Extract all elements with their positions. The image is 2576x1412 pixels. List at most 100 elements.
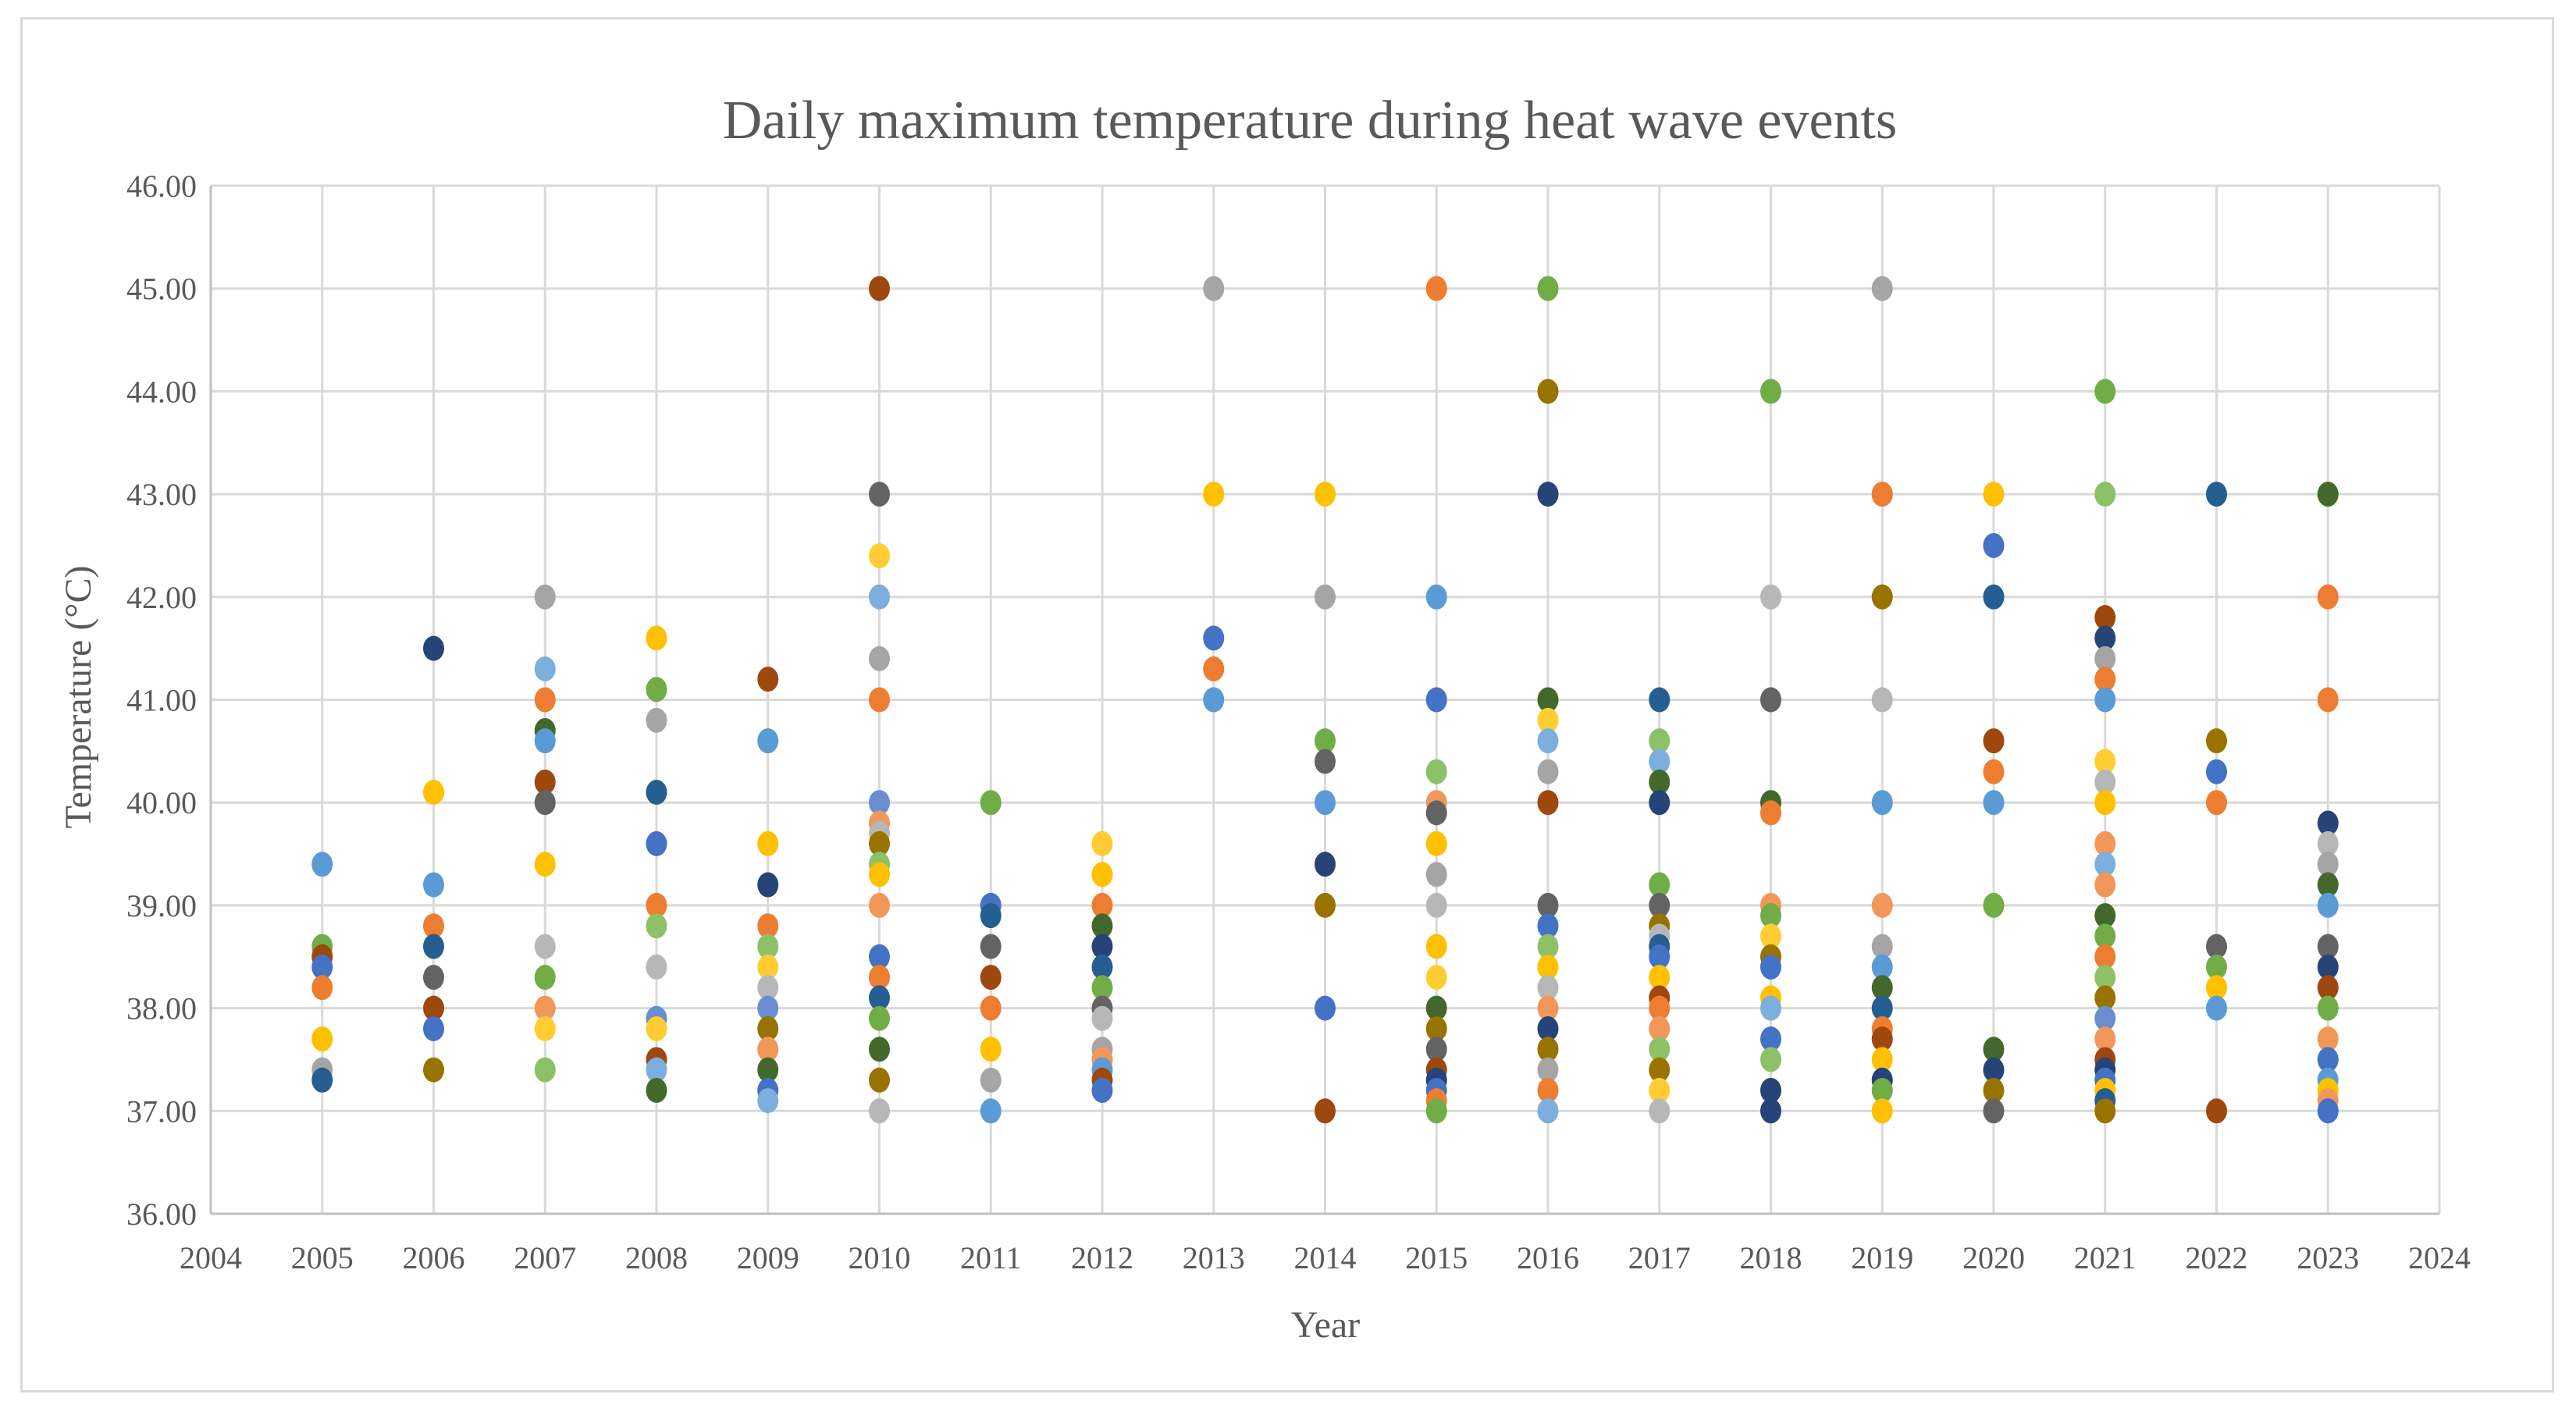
data-point — [2317, 872, 2339, 898]
data-point — [1425, 1037, 1447, 1062]
data-point — [1983, 1037, 2005, 1062]
data-point — [1537, 975, 1559, 1001]
data-point — [1983, 1057, 2005, 1083]
x-tick-label: 2021 — [2074, 1240, 2137, 1275]
data-point — [534, 965, 556, 991]
data-point — [869, 482, 890, 507]
data-point — [757, 1057, 779, 1083]
data-point — [1983, 790, 2005, 816]
data-point — [2094, 965, 2116, 991]
data-point — [757, 872, 779, 898]
data-point — [2317, 934, 2339, 959]
x-tick-label: 2007 — [514, 1240, 576, 1275]
data-point — [2094, 1098, 2116, 1124]
data-point — [534, 656, 556, 681]
x-tick-label: 2005 — [291, 1240, 354, 1275]
data-point — [1537, 1015, 1559, 1041]
data-point — [423, 780, 444, 806]
data-point — [980, 995, 1002, 1021]
data-point — [2317, 687, 2339, 713]
data-point — [2206, 995, 2227, 1021]
data-point — [1203, 656, 1225, 681]
data-point — [2094, 830, 2116, 856]
data-point — [2094, 646, 2116, 671]
data-point — [980, 1067, 1002, 1093]
data-point — [534, 769, 556, 795]
data-point — [1315, 995, 1336, 1021]
y-tick-label: 44.00 — [126, 374, 197, 409]
data-point — [1091, 862, 1113, 887]
data-point — [980, 934, 1002, 959]
data-point — [2094, 687, 2116, 713]
data-point — [869, 892, 890, 918]
y-tick-label: 40.00 — [126, 785, 197, 820]
x-tick-label: 2014 — [1294, 1240, 1357, 1275]
x-tick-label: 2018 — [1740, 1240, 1802, 1275]
y-tick-label: 38.00 — [126, 991, 197, 1026]
data-point — [1760, 687, 1781, 713]
x-tick-label: 2009 — [737, 1240, 799, 1275]
data-point — [534, 1057, 556, 1083]
x-tick-label: 2008 — [625, 1240, 688, 1275]
data-point — [869, 965, 890, 991]
data-point — [1983, 728, 2005, 754]
data-point — [2206, 975, 2227, 1001]
data-point — [2317, 892, 2339, 918]
data-point — [646, 1057, 667, 1083]
data-point — [1983, 1077, 2005, 1103]
data-point — [1871, 1098, 1893, 1124]
data-point — [2317, 852, 2339, 877]
data-point — [2206, 728, 2227, 754]
data-point — [1315, 728, 1336, 754]
data-point — [534, 934, 556, 959]
data-point — [1315, 482, 1336, 507]
data-point — [757, 934, 779, 959]
y-tick-label: 37.00 — [126, 1094, 197, 1129]
data-point — [2317, 954, 2339, 980]
data-point — [2317, 995, 2339, 1021]
x-tick-label: 2024 — [2408, 1240, 2471, 1275]
x-tick-label: 2016 — [1517, 1240, 1579, 1275]
data-point — [534, 995, 556, 1021]
data-point — [1091, 830, 1113, 856]
data-point — [1537, 687, 1559, 713]
data-point — [534, 728, 556, 754]
data-point — [2317, 975, 2339, 1001]
data-point — [1983, 892, 2005, 918]
x-tick-label: 2010 — [849, 1240, 911, 1275]
data-point — [757, 830, 779, 856]
data-point — [2206, 934, 2227, 959]
data-point — [1315, 852, 1336, 877]
data-point — [869, 862, 890, 887]
data-point — [1649, 1098, 1670, 1124]
data-point — [1425, 1098, 1447, 1124]
data-point — [1537, 1098, 1559, 1124]
data-point — [1425, 687, 1447, 713]
data-point — [869, 944, 890, 969]
data-point — [1649, 1037, 1670, 1062]
x-tick-label: 2011 — [960, 1240, 1022, 1275]
data-point — [1537, 1077, 1559, 1103]
data-point — [1983, 482, 2005, 507]
data-point — [1760, 800, 1781, 826]
data-point — [1649, 1015, 1670, 1041]
data-point — [646, 780, 667, 806]
data-point — [1760, 954, 1781, 980]
chart-title: Daily maximum temperature during heat wa… — [723, 91, 1898, 151]
data-point — [1537, 954, 1559, 980]
data-point — [311, 954, 333, 980]
data-point — [1537, 379, 1559, 404]
data-point — [757, 1088, 779, 1114]
data-point — [2094, 872, 2116, 898]
data-point — [1649, 728, 1670, 754]
data-point — [2206, 954, 2227, 980]
data-point — [1091, 1005, 1113, 1031]
x-tick-label: 2017 — [1628, 1240, 1691, 1275]
data-point — [423, 934, 444, 959]
data-point — [2206, 1098, 2227, 1124]
data-point — [1091, 954, 1113, 980]
data-point — [1425, 965, 1447, 991]
data-point — [980, 903, 1002, 929]
data-point — [534, 687, 556, 713]
data-point — [423, 913, 444, 939]
